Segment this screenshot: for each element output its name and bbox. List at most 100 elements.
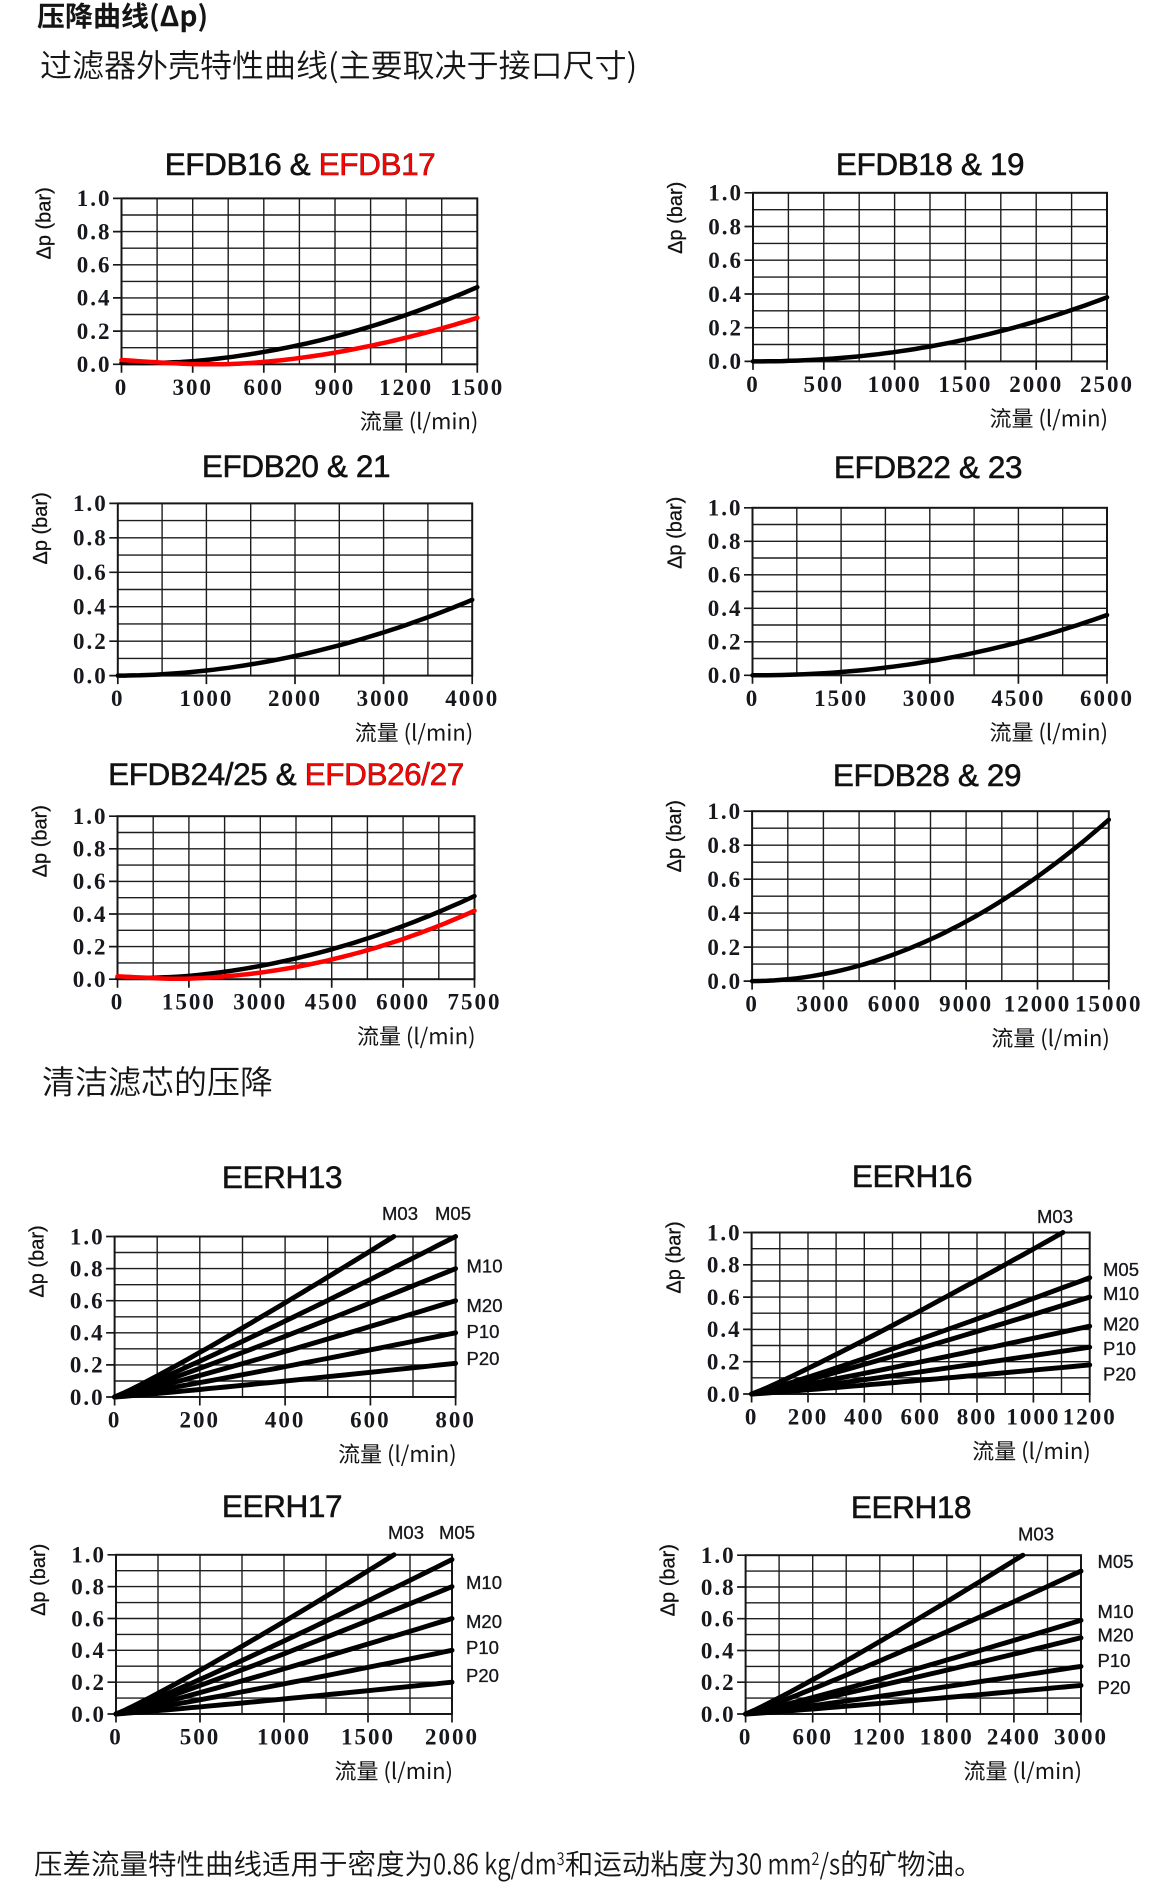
svg-text:0: 0	[746, 686, 760, 711]
svg-text:4500: 4500	[305, 990, 359, 1015]
svg-text:Δp (bar): Δp (bar)	[34, 187, 56, 259]
svg-text:2400: 2400	[987, 1725, 1041, 1750]
svg-text:0.6: 0.6	[708, 563, 743, 588]
svg-text:P10: P10	[1098, 1650, 1131, 1671]
svg-text:0.4: 0.4	[70, 1321, 105, 1346]
svg-text:3000: 3000	[1054, 1725, 1108, 1750]
svg-text:0: 0	[746, 372, 760, 397]
svg-text:0: 0	[115, 375, 129, 400]
svg-text:M20: M20	[467, 1295, 503, 1316]
svg-text:EERH16: EERH16	[852, 1158, 972, 1194]
svg-text:0: 0	[111, 990, 125, 1015]
svg-text:M10: M10	[466, 1572, 502, 1593]
svg-text:0.4: 0.4	[701, 1638, 736, 1663]
svg-text:0.2: 0.2	[707, 1350, 742, 1375]
svg-text:0.8: 0.8	[708, 529, 743, 554]
svg-text:0.6: 0.6	[73, 869, 108, 894]
svg-text:0.8: 0.8	[708, 214, 743, 239]
svg-text:0.0: 0.0	[71, 1702, 106, 1727]
svg-text:0.8: 0.8	[77, 219, 112, 244]
svg-text:0.8: 0.8	[73, 837, 108, 862]
svg-text:Δp (bar): Δp (bar)	[27, 1225, 49, 1297]
svg-text:400: 400	[265, 1408, 306, 1433]
svg-text:1.0: 1.0	[701, 1543, 736, 1568]
svg-text:0: 0	[745, 1405, 759, 1430]
svg-text:0.4: 0.4	[707, 1317, 742, 1342]
svg-text:0.8: 0.8	[71, 1574, 106, 1599]
svg-text:1500: 1500	[341, 1725, 395, 1750]
svg-text:0.8: 0.8	[707, 833, 742, 858]
svg-text:0.0: 0.0	[77, 352, 112, 377]
svg-text:0.4: 0.4	[707, 901, 742, 926]
svg-text:0.0: 0.0	[701, 1702, 736, 1727]
svg-text:P10: P10	[1103, 1338, 1136, 1359]
svg-text:1.0: 1.0	[73, 804, 108, 829]
svg-text:1.0: 1.0	[71, 1543, 106, 1568]
svg-text:0.6: 0.6	[71, 1606, 106, 1631]
svg-text:2500: 2500	[1080, 372, 1134, 397]
svg-text:600: 600	[792, 1725, 833, 1750]
svg-text:EFDB18 & 19: EFDB18 & 19	[836, 146, 1024, 182]
svg-text:M10: M10	[1098, 1601, 1134, 1622]
svg-text:Δp (bar): Δp (bar)	[664, 800, 686, 872]
svg-text:0.2: 0.2	[701, 1670, 736, 1695]
svg-text:0.4: 0.4	[73, 902, 108, 927]
svg-text:500: 500	[180, 1725, 221, 1750]
svg-text:0.4: 0.4	[708, 282, 743, 307]
svg-text:Δp (bar): Δp (bar)	[665, 182, 687, 254]
svg-text:M20: M20	[1098, 1625, 1134, 1646]
svg-text:0.2: 0.2	[708, 630, 743, 655]
svg-text:0.0: 0.0	[73, 663, 108, 688]
svg-text:600: 600	[244, 375, 285, 400]
svg-text:M10: M10	[1103, 1283, 1139, 1304]
svg-text:Δp (bar): Δp (bar)	[28, 1544, 50, 1616]
svg-text:600: 600	[900, 1405, 941, 1430]
svg-text:0.0: 0.0	[73, 967, 108, 992]
svg-text:EFDB22 & 23: EFDB22 & 23	[834, 449, 1022, 485]
svg-text:0.8: 0.8	[707, 1253, 742, 1278]
svg-text:0.2: 0.2	[73, 629, 108, 654]
svg-text:3000: 3000	[796, 992, 850, 1017]
svg-text:4500: 4500	[991, 686, 1045, 711]
svg-text:600: 600	[350, 1408, 391, 1433]
svg-text:4000: 4000	[445, 686, 499, 711]
svg-text:800: 800	[957, 1405, 998, 1430]
svg-text:EFDB20 & 21: EFDB20 & 21	[202, 448, 390, 484]
svg-text:1.0: 1.0	[70, 1224, 105, 1249]
svg-text:M03: M03	[1018, 1524, 1054, 1545]
svg-text:3000: 3000	[233, 990, 287, 1015]
svg-text:0.0: 0.0	[70, 1385, 105, 1410]
svg-text:M05: M05	[1098, 1551, 1134, 1572]
svg-text:0.4: 0.4	[708, 596, 743, 621]
svg-text:1000: 1000	[868, 372, 922, 397]
svg-text:Δp (bar): Δp (bar)	[30, 492, 52, 564]
svg-text:1000: 1000	[179, 686, 233, 711]
svg-text:0.4: 0.4	[71, 1638, 106, 1663]
svg-text:500: 500	[804, 372, 845, 397]
svg-text:6000: 6000	[376, 990, 430, 1015]
svg-text:P20: P20	[466, 1665, 499, 1686]
svg-text:1.0: 1.0	[77, 186, 112, 211]
svg-text:M03: M03	[382, 1203, 418, 1224]
svg-text:1500: 1500	[938, 372, 992, 397]
svg-text:1200: 1200	[379, 375, 433, 400]
svg-text:0.6: 0.6	[707, 867, 742, 892]
svg-text:7500: 7500	[448, 990, 502, 1015]
svg-text:1000: 1000	[1006, 1405, 1060, 1430]
svg-text:200: 200	[180, 1408, 221, 1433]
svg-text:800: 800	[435, 1408, 476, 1433]
svg-text:M20: M20	[466, 1611, 502, 1632]
svg-text:3000: 3000	[357, 686, 411, 711]
svg-text:1.0: 1.0	[708, 496, 743, 521]
svg-text:300: 300	[172, 375, 213, 400]
svg-text:1500: 1500	[162, 990, 216, 1015]
svg-text:0.2: 0.2	[708, 316, 743, 341]
svg-text:M20: M20	[1103, 1314, 1139, 1335]
svg-text:0: 0	[108, 1408, 122, 1433]
svg-text:2000: 2000	[425, 1725, 479, 1750]
svg-text:0.4: 0.4	[77, 286, 112, 311]
svg-text:0.0: 0.0	[708, 663, 743, 688]
svg-text:0.6: 0.6	[707, 1285, 742, 1310]
svg-text:0.6: 0.6	[701, 1607, 736, 1632]
svg-text:M03: M03	[388, 1522, 424, 1543]
